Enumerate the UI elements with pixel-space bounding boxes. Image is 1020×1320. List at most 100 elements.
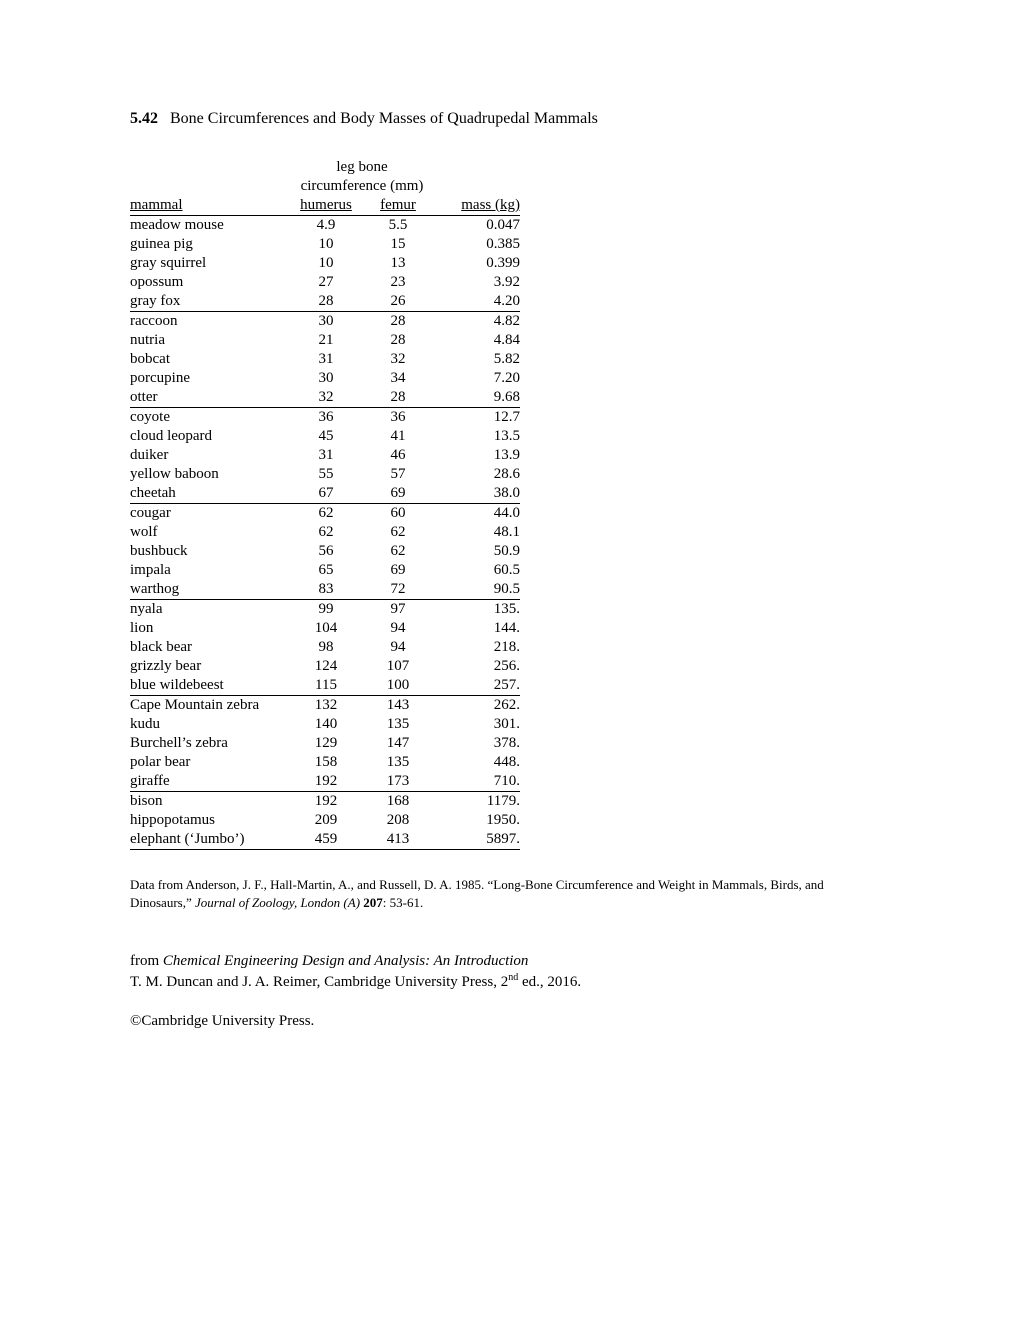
cell-mass: 38.0 bbox=[434, 484, 520, 504]
cell-humerus: 115 bbox=[290, 676, 362, 696]
table-row: bobcat31325.82 bbox=[130, 350, 520, 369]
cell-mass: 60.5 bbox=[434, 561, 520, 580]
cell-humerus: 45 bbox=[290, 427, 362, 446]
cell-femur: 147 bbox=[362, 734, 434, 753]
cell-femur: 69 bbox=[362, 484, 434, 504]
cell-humerus: 10 bbox=[290, 254, 362, 273]
col-header-mammal: mammal bbox=[130, 197, 183, 213]
cell-mass: 710. bbox=[434, 772, 520, 792]
cell-mass: 0.399 bbox=[434, 254, 520, 273]
cell-femur: 34 bbox=[362, 369, 434, 388]
cell-humerus: 124 bbox=[290, 657, 362, 676]
cell-femur: 46 bbox=[362, 446, 434, 465]
cell-femur: 62 bbox=[362, 523, 434, 542]
cell-mammal: elephant (‘Jumbo’) bbox=[130, 830, 290, 850]
cell-humerus: 62 bbox=[290, 523, 362, 542]
cell-mammal: nutria bbox=[130, 331, 290, 350]
table-row: impala656960.5 bbox=[130, 561, 520, 580]
cell-mammal: cheetah bbox=[130, 484, 290, 504]
cell-femur: 72 bbox=[362, 580, 434, 600]
table-row: black bear9894218. bbox=[130, 638, 520, 657]
cell-femur: 69 bbox=[362, 561, 434, 580]
cell-humerus: 30 bbox=[290, 312, 362, 332]
cell-mass: 1950. bbox=[434, 811, 520, 830]
cell-femur: 32 bbox=[362, 350, 434, 369]
table-row: cheetah676938.0 bbox=[130, 484, 520, 504]
cell-humerus: 192 bbox=[290, 792, 362, 812]
cell-humerus: 83 bbox=[290, 580, 362, 600]
cell-femur: 208 bbox=[362, 811, 434, 830]
table-row: nutria21284.84 bbox=[130, 331, 520, 350]
cell-mass: 9.68 bbox=[434, 388, 520, 408]
cell-humerus: 62 bbox=[290, 504, 362, 524]
cell-mass: 135. bbox=[434, 600, 520, 620]
cell-mass: 12.7 bbox=[434, 408, 520, 428]
table-row: kudu140135301. bbox=[130, 715, 520, 734]
source: from Chemical Engineering Design and Ana… bbox=[130, 951, 890, 993]
cell-mass: 218. bbox=[434, 638, 520, 657]
table-header-row-2: circumference (mm) bbox=[130, 177, 520, 196]
table-row: Cape Mountain zebra132143262. bbox=[130, 696, 520, 716]
cell-femur: 41 bbox=[362, 427, 434, 446]
cell-femur: 28 bbox=[362, 331, 434, 350]
cell-humerus: 65 bbox=[290, 561, 362, 580]
cell-humerus: 36 bbox=[290, 408, 362, 428]
cell-humerus: 129 bbox=[290, 734, 362, 753]
cell-mammal: wolf bbox=[130, 523, 290, 542]
source-line2a: T. M. Duncan and J. A. Reimer, Cambridge… bbox=[130, 974, 508, 990]
cell-humerus: 28 bbox=[290, 292, 362, 312]
cell-mass: 5.82 bbox=[434, 350, 520, 369]
cell-mass: 1179. bbox=[434, 792, 520, 812]
cell-mammal: blue wildebeest bbox=[130, 676, 290, 696]
table-row: warthog837290.5 bbox=[130, 580, 520, 600]
title-number: 5.42 bbox=[130, 110, 158, 127]
table-row: lion10494144. bbox=[130, 619, 520, 638]
cell-mammal: kudu bbox=[130, 715, 290, 734]
cell-femur: 143 bbox=[362, 696, 434, 716]
cell-femur: 13 bbox=[362, 254, 434, 273]
cell-humerus: 140 bbox=[290, 715, 362, 734]
table-row: opossum27233.92 bbox=[130, 273, 520, 292]
table-row: yellow baboon555728.6 bbox=[130, 465, 520, 484]
cell-humerus: 31 bbox=[290, 350, 362, 369]
cell-femur: 97 bbox=[362, 600, 434, 620]
table-row: blue wildebeest115100257. bbox=[130, 676, 520, 696]
page-title: 5.42 Bone Circumferences and Body Masses… bbox=[130, 110, 890, 128]
cell-femur: 94 bbox=[362, 619, 434, 638]
cell-mass: 13.5 bbox=[434, 427, 520, 446]
cell-mammal: guinea pig bbox=[130, 235, 290, 254]
cell-humerus: 459 bbox=[290, 830, 362, 850]
table-row: grizzly bear124107256. bbox=[130, 657, 520, 676]
col-header-mass: mass (kg) bbox=[461, 197, 520, 213]
cell-femur: 100 bbox=[362, 676, 434, 696]
cell-mass: 4.20 bbox=[434, 292, 520, 312]
table-row: giraffe192173710. bbox=[130, 772, 520, 792]
cell-humerus: 209 bbox=[290, 811, 362, 830]
cell-humerus: 98 bbox=[290, 638, 362, 657]
table-body: meadow mouse4.95.50.047guinea pig10150.3… bbox=[130, 216, 520, 850]
cell-mass: 4.82 bbox=[434, 312, 520, 332]
cell-mass: 4.84 bbox=[434, 331, 520, 350]
cell-mammal: giraffe bbox=[130, 772, 290, 792]
cell-mass: 144. bbox=[434, 619, 520, 638]
cell-mass: 28.6 bbox=[434, 465, 520, 484]
cell-mammal: nyala bbox=[130, 600, 290, 620]
cell-humerus: 56 bbox=[290, 542, 362, 561]
cell-mass: 0.385 bbox=[434, 235, 520, 254]
cell-humerus: 55 bbox=[290, 465, 362, 484]
source-from: from bbox=[130, 953, 163, 969]
cell-mass: 50.9 bbox=[434, 542, 520, 561]
cell-femur: 135 bbox=[362, 753, 434, 772]
cell-humerus: 158 bbox=[290, 753, 362, 772]
cell-femur: 107 bbox=[362, 657, 434, 676]
cell-femur: 413 bbox=[362, 830, 434, 850]
cell-mammal: raccoon bbox=[130, 312, 290, 332]
citation-journal: Journal of Zoology, London (A) bbox=[195, 895, 360, 910]
cell-humerus: 30 bbox=[290, 369, 362, 388]
citation-volume: 207 bbox=[360, 895, 383, 910]
cell-mammal: warthog bbox=[130, 580, 290, 600]
cell-mammal: coyote bbox=[130, 408, 290, 428]
cell-femur: 5.5 bbox=[362, 216, 434, 236]
cell-femur: 28 bbox=[362, 388, 434, 408]
cell-mass: 3.92 bbox=[434, 273, 520, 292]
